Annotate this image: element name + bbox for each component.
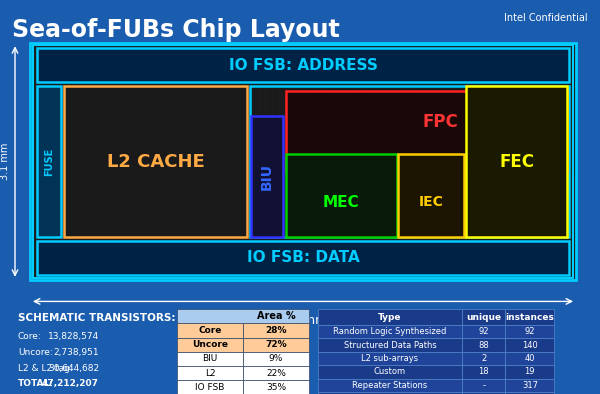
Text: Core: Core bbox=[199, 326, 221, 335]
Text: 7.8 mm: 7.8 mm bbox=[279, 314, 327, 327]
Bar bbox=[462, 325, 505, 338]
Text: 35%: 35% bbox=[266, 383, 286, 392]
Bar bbox=[505, 338, 554, 352]
Bar bbox=[243, 323, 309, 338]
Bar bbox=[286, 154, 397, 237]
Bar bbox=[318, 352, 462, 365]
Bar bbox=[250, 86, 569, 237]
Text: BIU: BIU bbox=[202, 355, 218, 363]
Bar bbox=[37, 86, 61, 237]
Text: FPC: FPC bbox=[422, 113, 458, 131]
Text: Type: Type bbox=[378, 313, 402, 322]
Text: Area %: Area % bbox=[257, 311, 295, 322]
Bar bbox=[64, 86, 247, 237]
Bar bbox=[505, 392, 554, 394]
Bar bbox=[243, 338, 309, 352]
Bar bbox=[177, 352, 243, 366]
Text: L2 & L2 tag:: L2 & L2 tag: bbox=[18, 364, 73, 373]
Text: 2,738,951: 2,738,951 bbox=[53, 348, 99, 357]
Text: IO FSB: DATA: IO FSB: DATA bbox=[247, 250, 359, 266]
Text: 13,828,574: 13,828,574 bbox=[48, 332, 99, 341]
Bar bbox=[37, 48, 569, 82]
Bar bbox=[318, 379, 462, 392]
Text: 88: 88 bbox=[478, 341, 489, 349]
Text: FEC: FEC bbox=[499, 152, 534, 171]
Bar bbox=[462, 379, 505, 392]
Bar bbox=[398, 154, 464, 237]
Text: 19: 19 bbox=[524, 368, 535, 376]
Bar bbox=[177, 366, 243, 380]
Bar bbox=[243, 352, 309, 366]
Text: Custom: Custom bbox=[374, 368, 406, 376]
Text: IO FSB: ADDRESS: IO FSB: ADDRESS bbox=[229, 58, 377, 73]
Text: IO FSB: IO FSB bbox=[196, 383, 224, 392]
Text: L2: L2 bbox=[205, 369, 215, 377]
Bar bbox=[177, 309, 309, 323]
Text: MEC: MEC bbox=[323, 195, 359, 210]
Bar bbox=[177, 323, 243, 338]
Bar bbox=[318, 309, 462, 325]
Text: Uncore: Uncore bbox=[192, 340, 228, 349]
Text: 47,212,207: 47,212,207 bbox=[42, 379, 99, 388]
Text: Core:: Core: bbox=[18, 332, 42, 341]
Text: 30,644,682: 30,644,682 bbox=[48, 364, 99, 373]
Text: 3.1 mm: 3.1 mm bbox=[1, 143, 10, 180]
Text: 18: 18 bbox=[478, 368, 489, 376]
Text: 40: 40 bbox=[524, 354, 535, 363]
Bar bbox=[466, 86, 567, 237]
Bar bbox=[505, 352, 554, 365]
Bar bbox=[30, 43, 576, 280]
Bar bbox=[243, 380, 309, 394]
Text: 317: 317 bbox=[522, 381, 538, 390]
Text: 140: 140 bbox=[522, 341, 538, 349]
Text: IEC: IEC bbox=[419, 195, 444, 209]
Text: BIU: BIU bbox=[260, 163, 274, 190]
Text: Random Logic Synthesized: Random Logic Synthesized bbox=[334, 327, 446, 336]
Text: Structured Data Paths: Structured Data Paths bbox=[344, 341, 436, 349]
Text: L2 sub-arrays: L2 sub-arrays bbox=[361, 354, 419, 363]
Bar bbox=[505, 365, 554, 379]
Text: SCHEMATIC TRANSISTORS:: SCHEMATIC TRANSISTORS: bbox=[18, 313, 176, 323]
Text: unique: unique bbox=[466, 313, 501, 322]
Bar bbox=[318, 365, 462, 379]
Bar bbox=[462, 365, 505, 379]
Text: instances: instances bbox=[505, 313, 554, 322]
Bar bbox=[505, 379, 554, 392]
Text: Uncore:: Uncore: bbox=[18, 348, 53, 357]
Bar bbox=[251, 116, 283, 237]
Text: L2 CACHE: L2 CACHE bbox=[107, 152, 205, 171]
Bar bbox=[462, 352, 505, 365]
Bar bbox=[462, 338, 505, 352]
Bar bbox=[318, 325, 462, 338]
Bar bbox=[318, 392, 462, 394]
Text: 2: 2 bbox=[481, 354, 486, 363]
Bar bbox=[177, 380, 243, 394]
Text: 92: 92 bbox=[524, 327, 535, 336]
Bar bbox=[177, 338, 243, 352]
Bar bbox=[505, 325, 554, 338]
Bar bbox=[505, 309, 554, 325]
Text: 92: 92 bbox=[478, 327, 489, 336]
Bar bbox=[37, 241, 569, 275]
Text: 22%: 22% bbox=[266, 369, 286, 377]
Text: 28%: 28% bbox=[265, 326, 287, 335]
Bar bbox=[33, 45, 573, 278]
Text: Intel Confidential: Intel Confidential bbox=[505, 13, 588, 22]
Bar bbox=[318, 338, 462, 352]
Text: Sea-of-FUBs Chip Layout: Sea-of-FUBs Chip Layout bbox=[12, 18, 340, 42]
Text: 72%: 72% bbox=[265, 340, 287, 349]
Text: 9%: 9% bbox=[269, 355, 283, 363]
Bar bbox=[286, 91, 567, 172]
Text: FUSE: FUSE bbox=[44, 147, 54, 176]
Text: TOTAL:: TOTAL: bbox=[18, 379, 54, 388]
Text: Repeater Stations: Repeater Stations bbox=[352, 381, 428, 390]
Bar bbox=[462, 392, 505, 394]
Bar bbox=[243, 366, 309, 380]
Bar bbox=[462, 309, 505, 325]
Text: -: - bbox=[482, 381, 485, 390]
